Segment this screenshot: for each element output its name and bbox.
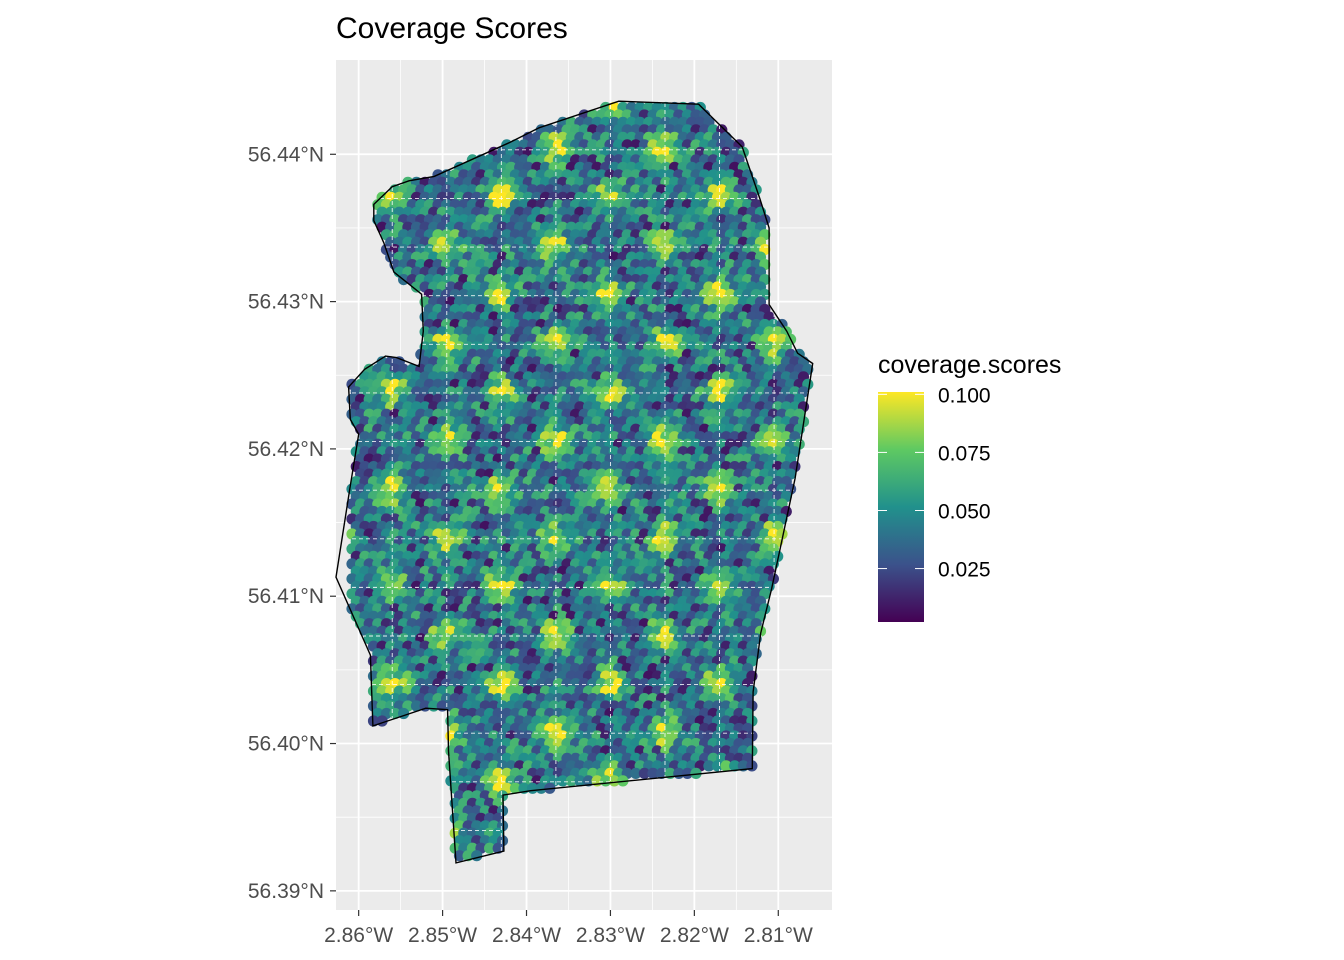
x-tick-label: 2.83°W bbox=[576, 924, 645, 947]
y-tick-label: 56.44°N bbox=[248, 143, 324, 166]
y-tick-label: 56.42°N bbox=[248, 438, 324, 461]
x-tick-label: 2.81°W bbox=[744, 924, 813, 947]
x-tick-label: 2.85°W bbox=[408, 924, 477, 947]
color-legend: 0.100 0.075 0.050 0.025 bbox=[878, 384, 991, 622]
y-tick-label: 56.43°N bbox=[248, 291, 324, 314]
x-tick-label: 2.82°W bbox=[660, 924, 729, 947]
legend-label: 0.075 bbox=[938, 442, 991, 465]
legend-colorbar bbox=[878, 392, 924, 622]
coverage-cell bbox=[471, 850, 483, 862]
legend-label: 0.025 bbox=[938, 559, 991, 582]
legend-title: coverage.scores bbox=[878, 351, 1062, 379]
x-tick-label: 2.86°W bbox=[324, 924, 393, 947]
y-tick-label: 56.39°N bbox=[248, 880, 324, 903]
x-tick-label: 2.84°W bbox=[492, 924, 561, 947]
y-tick-label: 56.40°N bbox=[248, 733, 324, 756]
legend-label: 0.050 bbox=[938, 500, 991, 523]
y-tick-label: 56.41°N bbox=[248, 585, 324, 608]
legend-label: 0.100 bbox=[938, 384, 991, 407]
coverage-cell bbox=[410, 281, 423, 293]
chart-title: Coverage Scores bbox=[336, 12, 568, 45]
